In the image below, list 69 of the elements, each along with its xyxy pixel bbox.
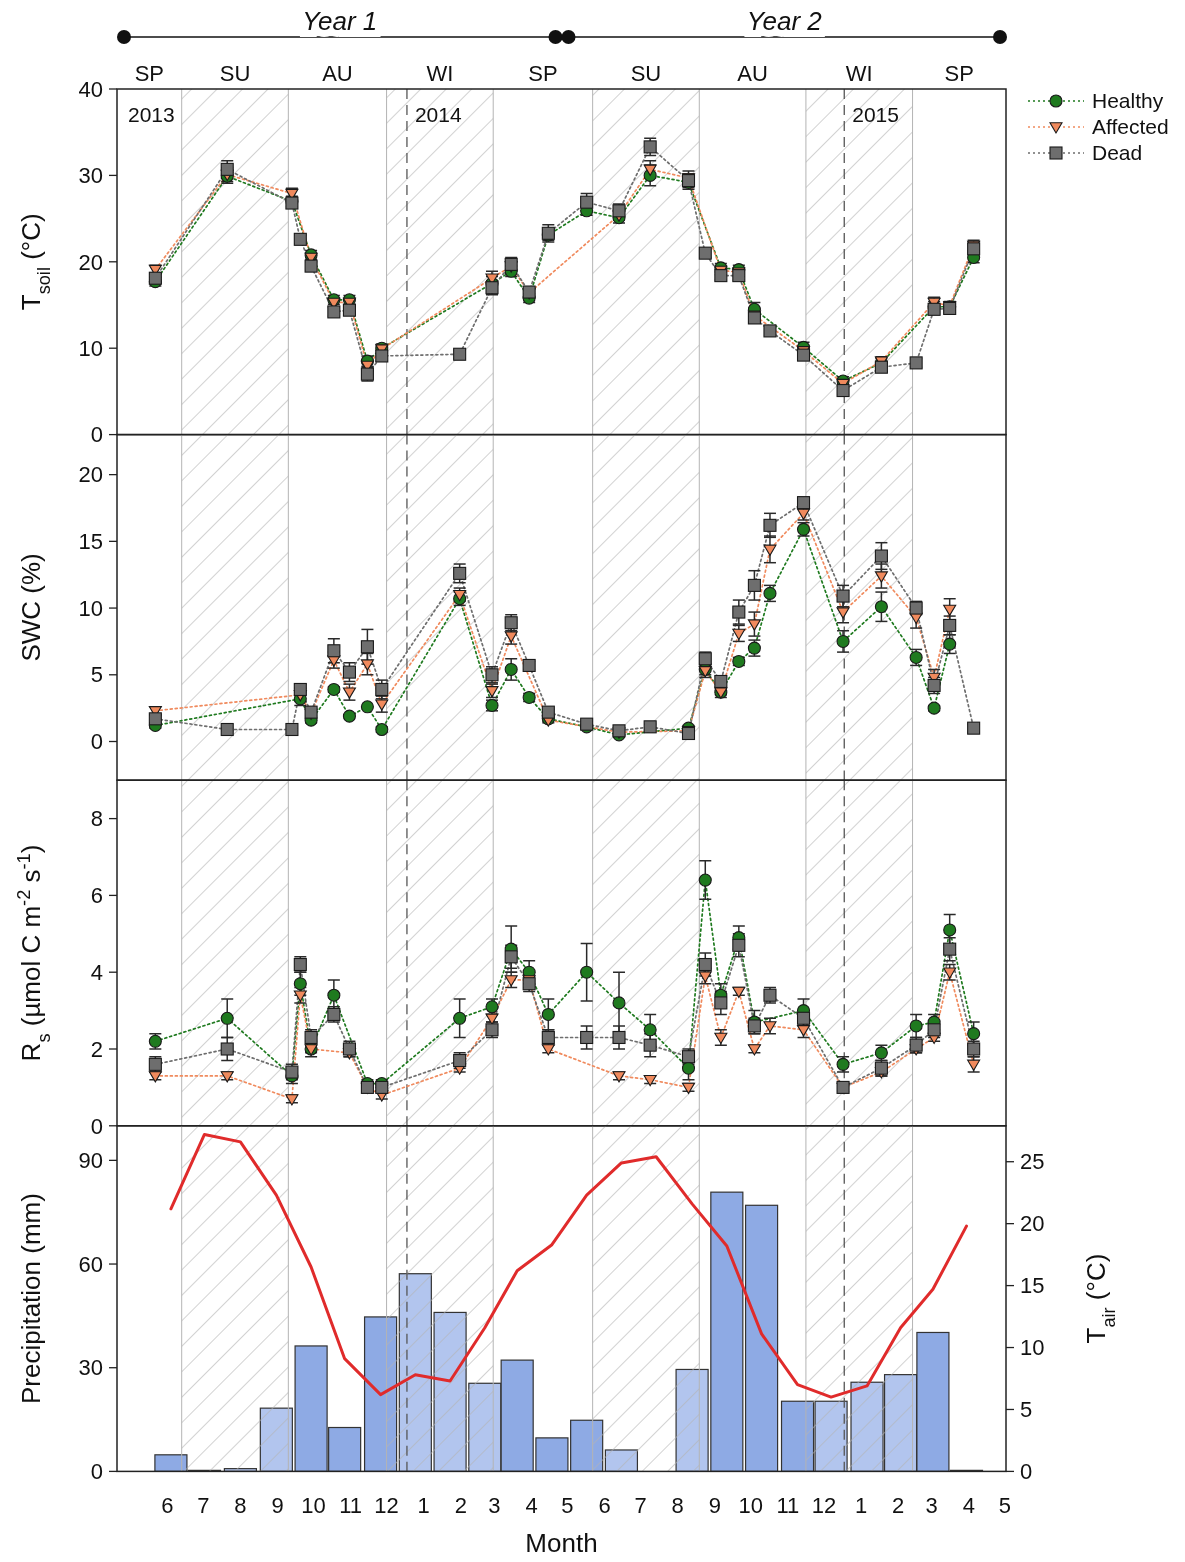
y2-tick-label: 20	[1020, 1211, 1045, 1237]
y-axis-title: Precipitation (mm)	[16, 1193, 46, 1405]
x-tick-label: 3	[488, 1493, 501, 1519]
x-tick-label: 5	[998, 1493, 1011, 1519]
y-tick-label: 2	[90, 1036, 103, 1062]
legend-label: Affected	[1092, 115, 1169, 139]
x-tick-label: 1	[417, 1493, 430, 1519]
y-tick-label: 0	[90, 1459, 103, 1485]
x-tick-label: 3	[925, 1493, 938, 1519]
y-tick-label: 15	[78, 529, 103, 555]
y-tick-label: 0	[90, 1113, 103, 1139]
x-tick-label: 5	[561, 1493, 574, 1519]
x-tick-label: 8	[671, 1493, 684, 1519]
text: SP	[944, 61, 974, 86]
y2-tick-label: 25	[1020, 1149, 1045, 1175]
text: AU	[737, 61, 768, 86]
y2-tick-label: 15	[1020, 1273, 1045, 1299]
x-tick-label: 7	[634, 1493, 647, 1519]
text: Year 2	[746, 6, 823, 36]
y-tick-label: 4	[90, 959, 103, 985]
y2-tick-label: 0	[1020, 1459, 1033, 1485]
text: SP	[528, 61, 558, 86]
x-tick-label: 10	[301, 1493, 326, 1519]
x-tick-label: 12	[811, 1493, 837, 1519]
x-tick-label: 9	[708, 1493, 721, 1519]
ref-line-label: 2014	[414, 103, 462, 126]
y-tick-label: 10	[78, 595, 103, 621]
x-tick-label: 6	[161, 1493, 174, 1519]
x-tick-label: 1	[854, 1493, 868, 1519]
x-tick-label: 8	[234, 1493, 247, 1519]
y-tick-label: 20	[78, 249, 103, 275]
x-tick-label: 2	[892, 1493, 905, 1519]
band-label: SU	[219, 61, 251, 86]
x-tick-label: 2	[454, 1493, 467, 1519]
text: AU	[322, 61, 353, 86]
text: SP	[134, 61, 165, 86]
y-tick-label: 8	[90, 806, 103, 832]
y-tick-label: 30	[78, 1355, 103, 1381]
x-tick-label: 11	[776, 1493, 800, 1519]
annotation: 2013	[128, 103, 175, 126]
y-tick-label: 20	[78, 462, 103, 488]
band-label: WI	[845, 61, 873, 86]
x-tick-label: 6	[598, 1493, 611, 1519]
x-tick-label: 10	[738, 1493, 764, 1519]
y-tick-label: 10	[78, 335, 103, 361]
text: Year 1	[302, 6, 378, 36]
y-tick-label: 0	[90, 729, 103, 755]
legend-label: Healthy	[1092, 89, 1164, 113]
band-label: SU	[630, 61, 662, 86]
x-tick-label: 11	[339, 1493, 363, 1519]
legend-label: Dead	[1092, 141, 1143, 165]
x-tick-label: 4	[962, 1493, 975, 1519]
x-tick-label: 7	[197, 1493, 210, 1519]
y-tick-label: 90	[78, 1148, 103, 1174]
y-axis-title: SWC (%)	[16, 553, 46, 662]
y-tick-label: 60	[78, 1251, 103, 1277]
band-label: WI	[426, 61, 454, 86]
y-tick-label: 30	[78, 163, 103, 189]
y-tick-label: 0	[90, 422, 103, 448]
x-tick-label: 12	[374, 1493, 399, 1519]
ref-line-label: 2015	[852, 103, 899, 126]
y2-tick-label: 10	[1020, 1335, 1045, 1361]
y-tick-label: 6	[90, 883, 103, 909]
y-tick-label: 40	[78, 76, 103, 102]
x-tick-label: 9	[271, 1493, 284, 1519]
x-tick-label: 4	[525, 1493, 538, 1519]
y-tick-label: 5	[90, 662, 103, 688]
y2-tick-label: 5	[1020, 1397, 1033, 1423]
x-axis-title: Month	[525, 1528, 598, 1559]
